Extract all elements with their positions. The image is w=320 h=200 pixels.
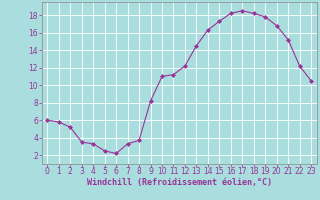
X-axis label: Windchill (Refroidissement éolien,°C): Windchill (Refroidissement éolien,°C) — [87, 178, 272, 187]
